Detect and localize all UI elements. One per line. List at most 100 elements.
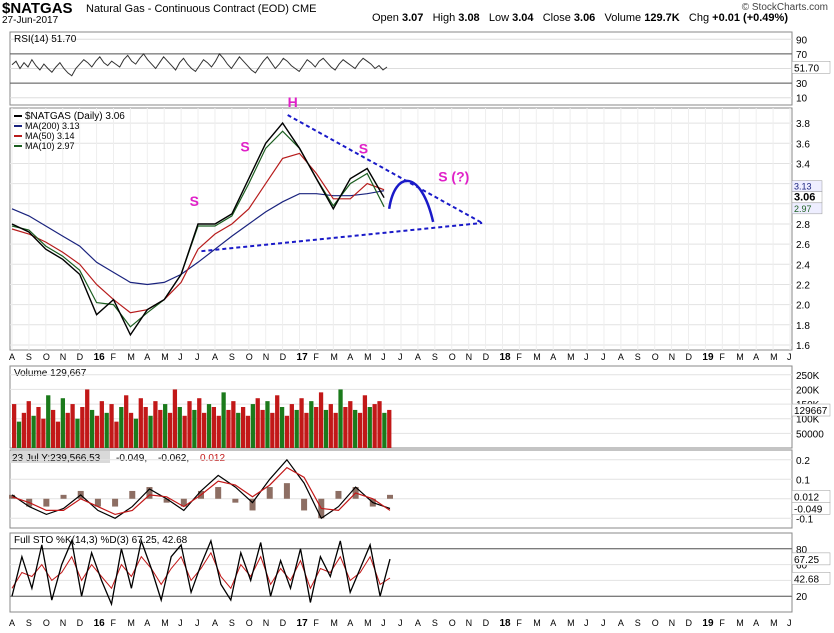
volume-bar <box>353 409 358 448</box>
bottom-month-tick-label: O <box>449 618 456 628</box>
projected-shoulder-arc <box>387 179 435 223</box>
price-tick-label: 2.6 <box>796 240 810 251</box>
bottom-month-tick-label: M <box>127 618 134 628</box>
volume-bar <box>323 409 329 448</box>
chg-value: +0.01 (+0.49%) <box>712 12 788 24</box>
month-tick-label: J <box>787 352 792 362</box>
volume-bar <box>163 404 168 448</box>
chg-label: Chg <box>688 12 710 24</box>
volume-bar <box>41 418 46 448</box>
bottom-month-tick-label: A <box>550 618 556 628</box>
volume-tick-label: 200K <box>796 385 820 396</box>
volume-value: 129.7K <box>644 12 680 24</box>
volume-bar <box>289 404 294 448</box>
bottom-month-tick-label: J <box>381 618 386 628</box>
volume-bar <box>119 407 124 448</box>
close-value: 3.06 <box>573 12 596 24</box>
exchange-text: CME <box>292 3 317 15</box>
volume-bar <box>36 407 41 448</box>
volume-bar <box>202 412 207 448</box>
month-tick-label: A <box>618 352 624 362</box>
volume-value-label: 129667 <box>794 406 828 417</box>
month-tick-label: A <box>144 352 150 362</box>
macd-signal-value-label: -0.049 <box>794 504 823 515</box>
volume-bar <box>104 412 109 448</box>
macd-tick-label: -0.1 <box>796 514 814 525</box>
bottom-month-tick-label: J <box>601 618 606 628</box>
bottom-month-tick-label: F <box>719 618 725 628</box>
volume-bar <box>348 401 353 448</box>
volume-title: Volume 129,667 <box>14 368 87 379</box>
bottom-month-tick-label: D <box>77 618 84 628</box>
macd-histogram-bar <box>249 498 256 511</box>
price-tick-label: 2.4 <box>796 260 810 271</box>
ohlc-summary: Open 3.07 High 3.08 Low 3.04 Close 3.06 … <box>372 12 788 24</box>
bottom-month-tick-label: N <box>263 618 270 628</box>
volume-value-box <box>791 403 831 417</box>
macd-panel-frame <box>9 449 793 529</box>
description-text: Natural Gas - Continuous Contract (EOD) <box>86 3 289 15</box>
pattern-label: H <box>288 94 298 110</box>
macd-value-label: 0.012 <box>794 492 819 503</box>
volume-bar <box>304 412 309 448</box>
pattern-label: S <box>359 140 368 156</box>
bottom-month-tick-label: A <box>212 618 218 628</box>
volume-tick-label: 250K <box>796 371 820 382</box>
ma50-line <box>11 152 385 314</box>
volume-bar <box>109 404 114 448</box>
volume-bar <box>50 409 56 448</box>
price-value-label: 3.06 <box>794 192 815 204</box>
volume-bar <box>46 395 51 448</box>
bottom-month-tick-label: M <box>330 618 338 628</box>
volume-bar <box>270 412 275 448</box>
macd-histogram-bar <box>335 490 342 499</box>
price-tick-label: 2.2 <box>796 280 810 291</box>
legend-entry: $NATGAS (Daily) 3.06 <box>25 111 125 122</box>
volume-bar <box>318 392 324 448</box>
price-tick-label: 2.0 <box>796 301 810 312</box>
rsi-tick-label: 90 <box>796 35 808 46</box>
price-tick-label: 3.8 <box>796 119 810 130</box>
macd-histogram-bar <box>60 494 67 499</box>
price-tick-label: 2.8 <box>796 220 810 231</box>
macd-histogram-bar <box>112 498 119 507</box>
bottom-month-tick-label: D <box>686 618 693 628</box>
ma200-line <box>11 190 385 286</box>
volume-bar <box>250 404 255 448</box>
volume-bar <box>284 415 290 448</box>
chart-date: 27-Jun-2017 <box>2 15 59 26</box>
volume-bar <box>279 407 285 448</box>
bottom-month-tick-label: 16 <box>94 618 106 629</box>
bottom-month-tick-label: F <box>313 618 319 628</box>
bottom-month-tick-label: A <box>9 618 15 628</box>
stochastic-k-line <box>11 538 391 607</box>
month-tick-label: M <box>127 352 134 362</box>
price-tick-label: 3.4 <box>796 159 810 170</box>
bottom-month-tick-label: A <box>415 618 421 628</box>
month-tick-label: J <box>381 352 386 362</box>
stochastic-d-value-label: 42.68 <box>794 574 819 585</box>
volume-bar <box>85 389 90 448</box>
volume-bar <box>211 407 217 448</box>
volume-bar <box>148 415 153 448</box>
volume-tick-label: 50000 <box>796 429 824 440</box>
month-tick-label: D <box>77 352 84 362</box>
month-tick-label: M <box>330 352 338 362</box>
rsi-value-label: 51.70 <box>794 63 819 74</box>
volume-bar <box>265 401 270 448</box>
macd-tick-label: 0.1 <box>796 475 810 486</box>
bottom-month-tick-label: M <box>567 618 575 628</box>
month-tick-label: M <box>567 352 575 362</box>
month-tick-label: 17 <box>297 352 309 363</box>
month-tick-label: M <box>770 352 778 362</box>
month-tick-label: N <box>60 352 67 362</box>
macd-histogram-bar <box>232 498 239 503</box>
stochastic-d-value-box <box>791 572 831 585</box>
volume-bar <box>294 409 299 448</box>
bottom-month-tick-label: S <box>229 618 235 628</box>
volume-bar <box>338 389 343 448</box>
pattern-label: S <box>240 138 249 154</box>
month-tick-label: D <box>280 352 287 362</box>
